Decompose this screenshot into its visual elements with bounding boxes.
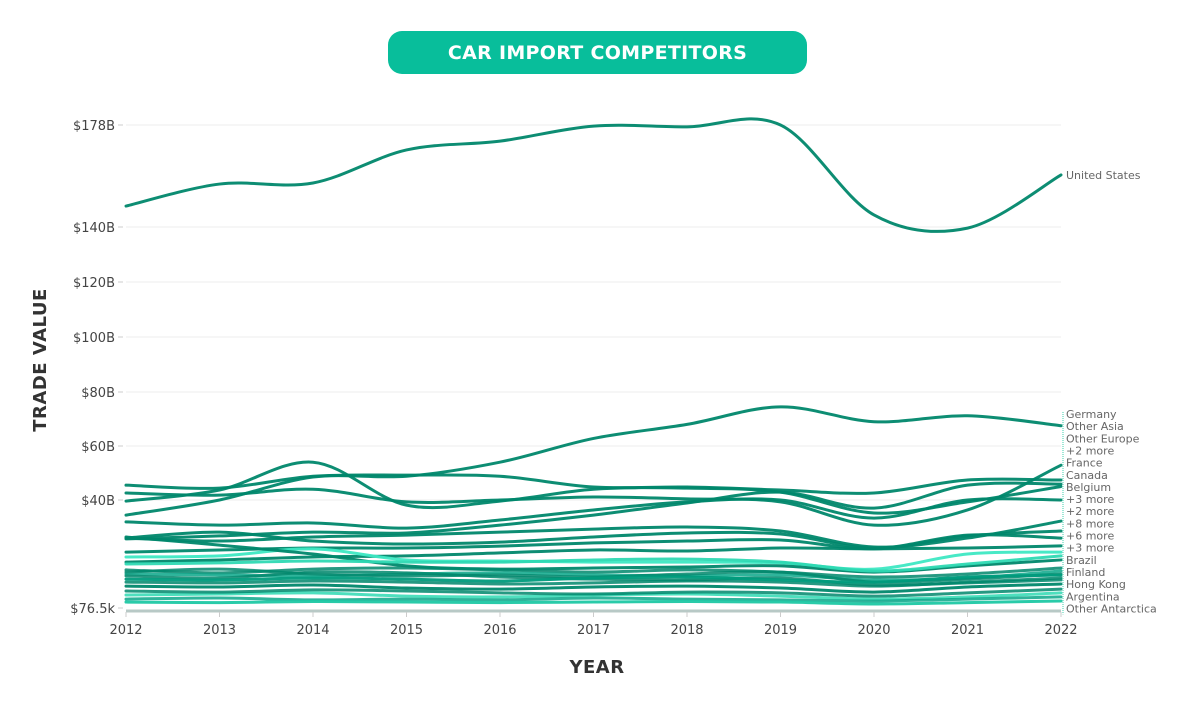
series-label: Argentina (1066, 590, 1120, 603)
series-label: Brazil (1066, 554, 1097, 567)
series-line-germany[interactable] (124, 405, 1063, 517)
y-tick-label: $40B (81, 494, 115, 509)
x-tick-label: 2018 (670, 623, 703, 638)
chart-title: CAR IMPORT COMPETITORS (388, 31, 807, 74)
x-tick-label: 2022 (1044, 623, 1077, 638)
y-tick-label: $60B (81, 440, 115, 455)
series-label: United States (1066, 169, 1141, 182)
series-label: Germany (1066, 408, 1117, 421)
series-label: +6 more (1066, 530, 1114, 543)
series-line-france[interactable] (124, 463, 1063, 527)
series-label: Other Antarctica (1066, 602, 1157, 615)
series-line-6-more[interactable] (124, 544, 1063, 564)
series-label: Other Asia (1066, 420, 1124, 433)
series-label: Belgium (1066, 481, 1111, 494)
y-tick-label: $80B (81, 386, 115, 401)
x-axis-title: YEAR (568, 657, 624, 678)
series-line-united-states[interactable] (124, 117, 1063, 233)
series-label: +2 more (1066, 444, 1114, 457)
x-tick-label: 2017 (577, 623, 610, 638)
x-tick-label: 2016 (483, 623, 516, 638)
y-tick-label: $178B (73, 119, 115, 134)
x-tick-label: 2013 (203, 623, 236, 638)
series-label: France (1066, 457, 1103, 470)
series-line-8-more[interactable] (124, 530, 1063, 550)
series-label: +3 more (1066, 542, 1114, 555)
series-lines (124, 117, 1063, 606)
series-line-other-antarctica[interactable] (124, 599, 1063, 606)
x-tick-label: 2019 (764, 623, 797, 638)
series-label: Hong Kong (1066, 578, 1126, 591)
series-line-argentina[interactable] (124, 582, 1063, 594)
x-tick-label: 2012 (109, 623, 142, 638)
y-tick-label: $140B (73, 221, 115, 236)
series-label: Canada (1066, 469, 1108, 482)
y-axis: $76.5k $40B $60B $80B $100B $120B $140B $178B (70, 119, 123, 617)
y-tick-label: $100B (73, 331, 115, 346)
x-tick-label: 2014 (296, 623, 329, 638)
x-tick-label: 2015 (390, 623, 423, 638)
x-axis: 2012 2013 2014 2015 2016 2017 2018 2019 2020 2021… (109, 609, 1078, 638)
series-line-other-asia[interactable] (124, 473, 1063, 495)
series-line-other[interactable] (124, 587, 1063, 598)
series-line-other[interactable] (124, 566, 1063, 579)
series-label: Finland (1066, 566, 1105, 579)
y-tick-label: $76.5k (70, 602, 115, 617)
gridlines (126, 124, 1061, 501)
x-tick-label: 2021 (951, 623, 984, 638)
series-line-other-europe[interactable] (124, 460, 1063, 515)
series-line-hong-kong[interactable] (124, 573, 1063, 584)
series-label: +8 more (1066, 517, 1114, 530)
series-label: +2 more (1066, 505, 1114, 518)
y-axis-title: TRADE VALUE (30, 288, 51, 431)
series-line-canada[interactable] (124, 497, 1063, 530)
series-line-other[interactable] (124, 595, 1063, 603)
series-label: +3 more (1066, 493, 1114, 506)
y-tick-label: $120B (73, 276, 115, 291)
series-line-belgium[interactable] (124, 481, 1063, 541)
series-line-finland[interactable] (124, 554, 1063, 573)
x-tick-label: 2020 (857, 623, 890, 638)
series-label: Other Europe (1066, 432, 1140, 445)
